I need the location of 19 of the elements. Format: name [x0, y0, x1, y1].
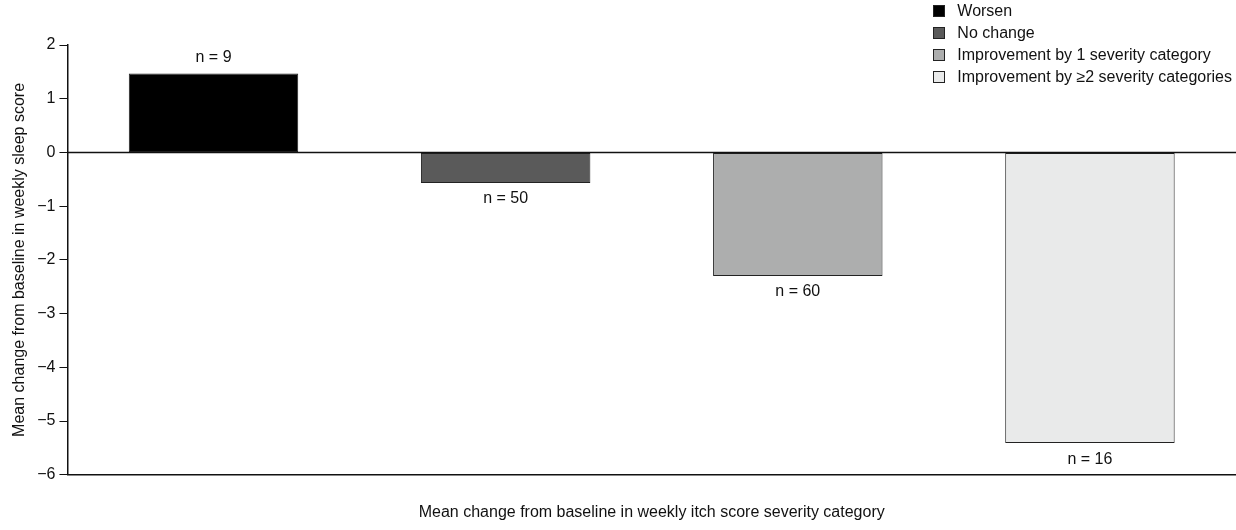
legend-label: No change — [957, 23, 1035, 43]
x-axis-title: Mean change from baseline in weekly itch score severity category — [418, 502, 885, 520]
y-tick-label: −3 — [37, 304, 56, 322]
annotation: n = 50 — [483, 189, 529, 207]
legend-label: Improvement by ≥2 severity categories — [957, 67, 1232, 87]
annotation: n = 16 — [1067, 449, 1113, 467]
y-axis-title: Mean change from baseline in weekly sleep score — [10, 82, 28, 437]
annotation: n = 60 — [775, 282, 821, 300]
legend-label: Worsen — [957, 1, 1013, 21]
y-tick-label: −4 — [37, 357, 56, 375]
y-tick-label: −1 — [37, 196, 56, 214]
y-tick-label: 2 — [46, 35, 56, 53]
legend-label: Improvement by 1 severity category — [957, 45, 1211, 65]
y-tick-label: −6 — [37, 465, 56, 483]
y-tick-label: 1 — [46, 89, 56, 107]
y-tick-label: −2 — [37, 250, 56, 268]
y-tick-label: −5 — [37, 411, 56, 429]
y-tick-label: 0 — [46, 142, 56, 160]
annotation: n = 9 — [195, 47, 232, 65]
